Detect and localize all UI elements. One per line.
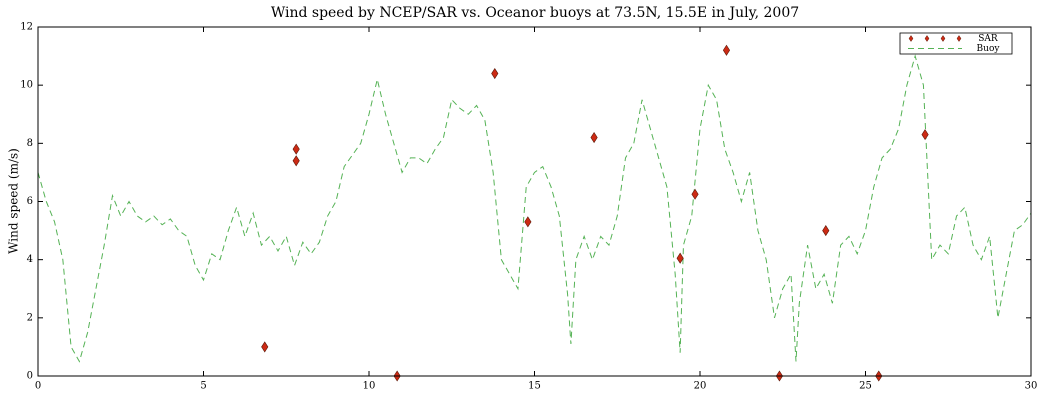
x-tick-label: 5 [200,381,206,392]
y-axis-label: Wind speed (m/s) [7,148,21,254]
sar-point [491,67,499,80]
sar-point [676,252,684,264]
legend-label: Buoy [977,44,1001,54]
sar-point [921,129,929,141]
y-tick-label: 8 [27,138,33,149]
x-tick-label: 20 [694,381,707,392]
y-tick-label: 6 [27,196,33,207]
buoy-line [37,54,1032,363]
sar-point [292,155,300,167]
sar-point [590,131,598,144]
legend-marker [924,35,930,42]
x-tick-label: 30 [1025,381,1038,392]
x-tick-label: 10 [363,381,376,392]
sar-point [292,143,300,155]
x-tick-label: 15 [528,381,541,392]
chart-title: Wind speed by NCEP/SAR vs. Oceanor buoys… [271,5,799,21]
legend-marker [956,35,962,42]
sar-point [261,341,269,353]
legend-marker [908,35,914,42]
legend-marker [940,35,946,42]
sar-point [691,188,699,200]
sar-point [524,216,532,228]
sar-point [722,44,731,56]
sar-point [822,225,830,237]
y-tick-label: 4 [27,254,33,265]
y-tick-label: 10 [20,80,33,91]
x-tick-label: 25 [859,381,872,392]
y-tick-label: 12 [20,22,33,33]
x-tick-label: 0 [35,381,41,392]
y-tick-label: 0 [27,371,33,382]
y-tick-label: 2 [27,312,33,323]
legend-label: SAR [978,34,998,44]
